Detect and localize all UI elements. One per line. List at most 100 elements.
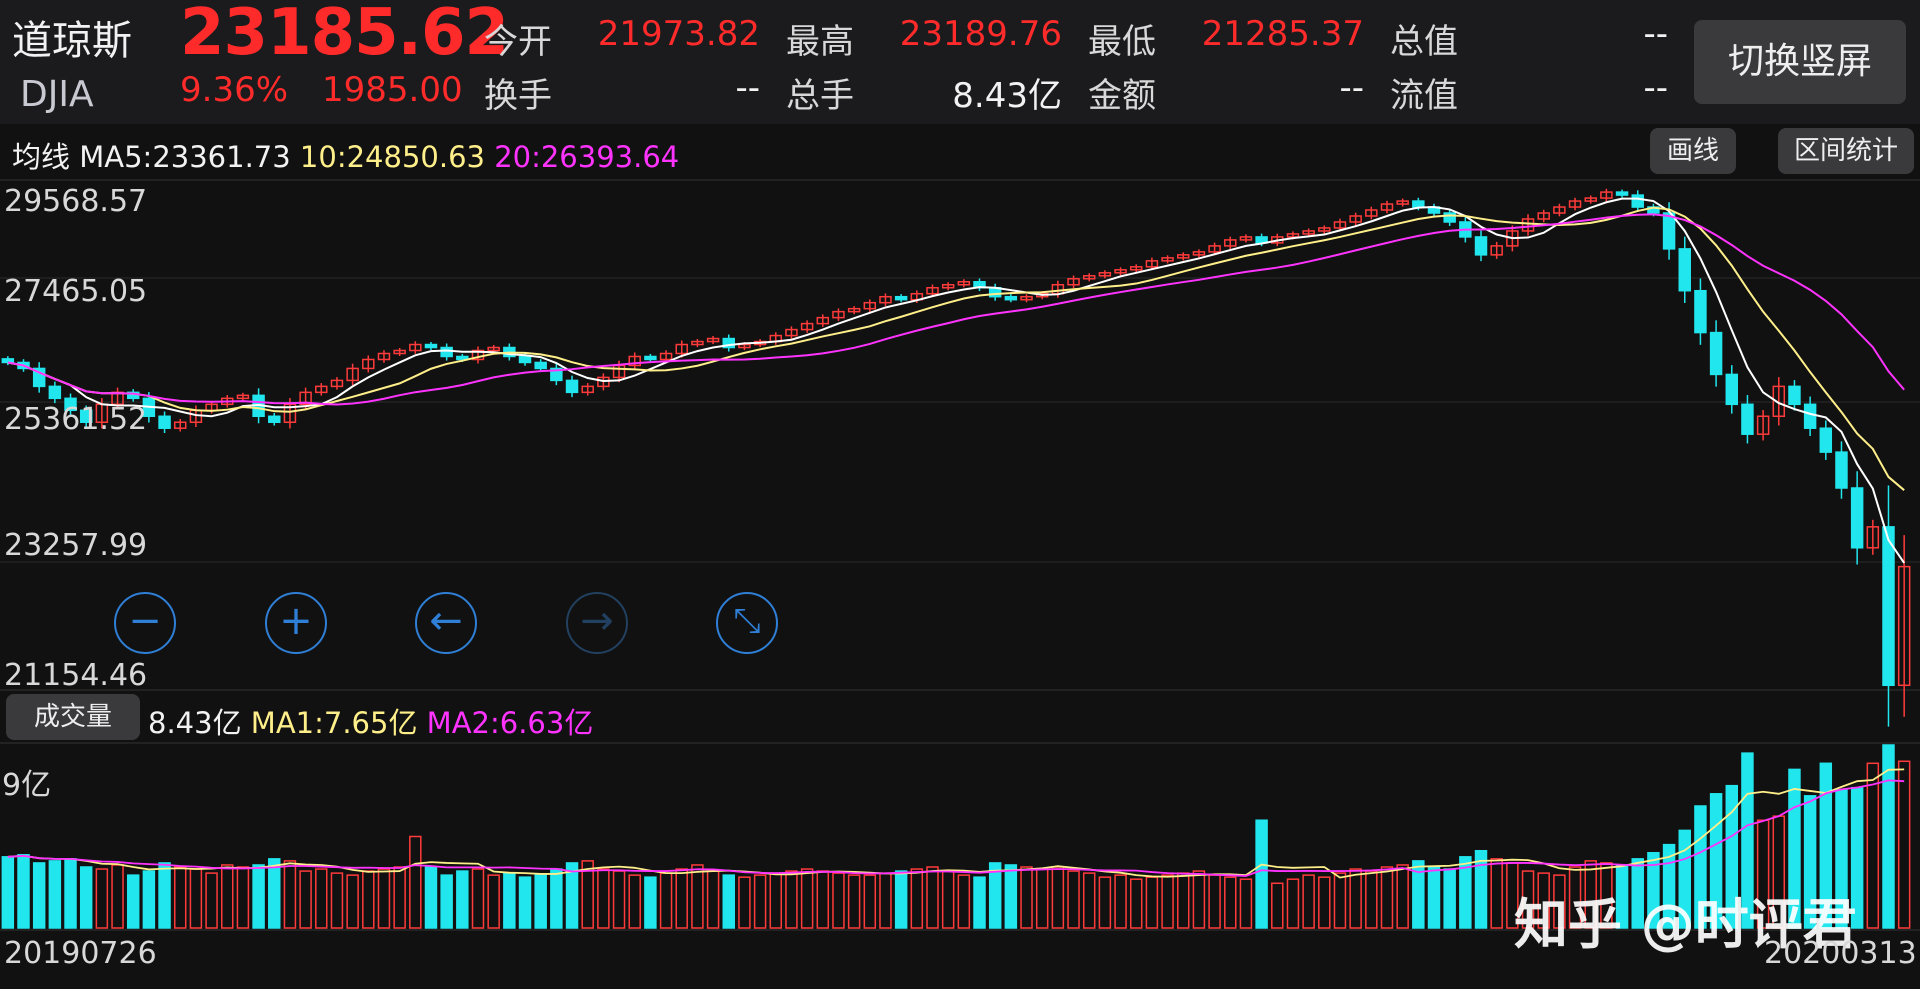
draw-line-button[interactable]: 画线	[1650, 128, 1736, 174]
change-percent: 9.36%	[180, 70, 289, 110]
volume-bar	[847, 874, 861, 929]
candle-body	[362, 358, 375, 370]
candle-body	[1302, 230, 1315, 235]
volume-bar	[1349, 868, 1362, 929]
candle-body	[1004, 295, 1018, 301]
end-date: 20200313	[1764, 936, 1917, 971]
change-value: 1985.00	[322, 70, 463, 110]
volume-bar	[1427, 866, 1441, 929]
volume-bar	[659, 872, 673, 929]
volume-bar	[471, 868, 485, 929]
switch-portrait-button[interactable]: 切换竖屏	[1694, 20, 1906, 104]
candle-body	[1850, 487, 1864, 549]
volume-bar	[785, 870, 798, 929]
stat-label: 今开	[484, 22, 552, 62]
candle-body	[1129, 266, 1143, 271]
volume-bar	[1004, 864, 1018, 929]
current-price: 23185.62	[180, 0, 509, 70]
candle-body	[628, 355, 641, 367]
volume-bar	[79, 866, 93, 929]
ma5-value: MA5:23361.73	[79, 140, 291, 174]
volume-bar	[221, 864, 234, 929]
collapse-icon[interactable]: ⤡	[716, 592, 778, 654]
volume-bar	[941, 870, 955, 929]
volume-bar	[1365, 870, 1378, 929]
candle-body	[1694, 289, 1707, 334]
candle-body	[816, 316, 830, 325]
candle-body	[1537, 212, 1550, 220]
volume-bar	[1459, 856, 1472, 929]
volume-button[interactable]: 成交量	[6, 694, 140, 740]
volume-bar	[832, 872, 845, 929]
range-stats-button[interactable]: 区间统计	[1778, 128, 1914, 174]
candle-body	[597, 376, 610, 388]
volume-bar	[1082, 872, 1096, 929]
volume-bar	[706, 870, 720, 929]
candle-body	[487, 346, 500, 352]
volume-bar	[64, 858, 77, 929]
arrow-right-icon: →	[566, 592, 628, 654]
volume-bar	[424, 866, 438, 929]
candle-body	[315, 385, 328, 394]
candle-body	[1725, 373, 1739, 406]
candle-body	[1568, 200, 1582, 208]
volume-bar	[1490, 858, 1503, 929]
volume-bar	[1678, 829, 1691, 929]
volume-bar	[111, 864, 124, 929]
candle-body	[518, 355, 532, 364]
candle-body	[48, 385, 62, 400]
candle-body	[644, 355, 657, 361]
volume-bar	[409, 835, 422, 929]
volume-bar	[1067, 870, 1080, 929]
candle-body	[377, 352, 391, 361]
volume-bar	[1114, 874, 1127, 929]
candle-body	[1788, 385, 1801, 406]
candle-body	[1286, 233, 1300, 238]
volume-bar	[1302, 874, 1315, 929]
candle-body	[393, 349, 406, 355]
index-name: 道琼斯	[12, 18, 132, 64]
volume-bar	[1741, 752, 1754, 929]
candle-body	[1396, 200, 1409, 205]
volume-bar	[1177, 872, 1190, 929]
volume-bar	[126, 874, 140, 929]
volume-bar	[1709, 793, 1723, 929]
volume-bar	[1318, 876, 1331, 929]
zoom-out-icon[interactable]: −	[114, 592, 176, 654]
price-axis-label: 21154.46	[4, 658, 148, 693]
volume-bar	[1866, 762, 1880, 929]
candle-body	[456, 355, 469, 361]
volume-bar	[753, 874, 767, 929]
candle-body	[1521, 218, 1535, 232]
stat-value: --	[735, 68, 760, 108]
volume-bar	[628, 874, 641, 929]
candle-body	[1741, 403, 1754, 435]
candle-body	[1208, 245, 1221, 253]
candle-body	[1, 358, 15, 364]
arrow-left-icon[interactable]: ←	[415, 592, 477, 654]
volume-bar	[612, 870, 626, 929]
volume-bar	[1286, 878, 1300, 929]
candle-body	[879, 295, 892, 304]
candle-body	[236, 394, 250, 400]
candle-body	[1756, 415, 1770, 435]
quote-header	[0, 0, 1920, 124]
candle-body	[722, 337, 735, 349]
volume-bar	[1788, 768, 1801, 929]
stat-label: 换手	[484, 76, 552, 116]
volume-bar	[32, 862, 46, 929]
volume-bar	[722, 874, 735, 929]
candle-body	[847, 307, 861, 313]
candle-body	[1819, 427, 1833, 453]
volume-bar	[205, 872, 218, 929]
zoom-in-icon[interactable]: +	[265, 592, 327, 654]
stat-value: --	[1643, 68, 1668, 108]
candle-body	[32, 367, 46, 388]
candle-body	[440, 346, 453, 358]
candle-body	[675, 343, 688, 355]
candle-body	[64, 397, 77, 412]
volume-bar	[1224, 876, 1237, 929]
volume-bar	[1, 856, 15, 929]
candle-body	[738, 343, 751, 349]
